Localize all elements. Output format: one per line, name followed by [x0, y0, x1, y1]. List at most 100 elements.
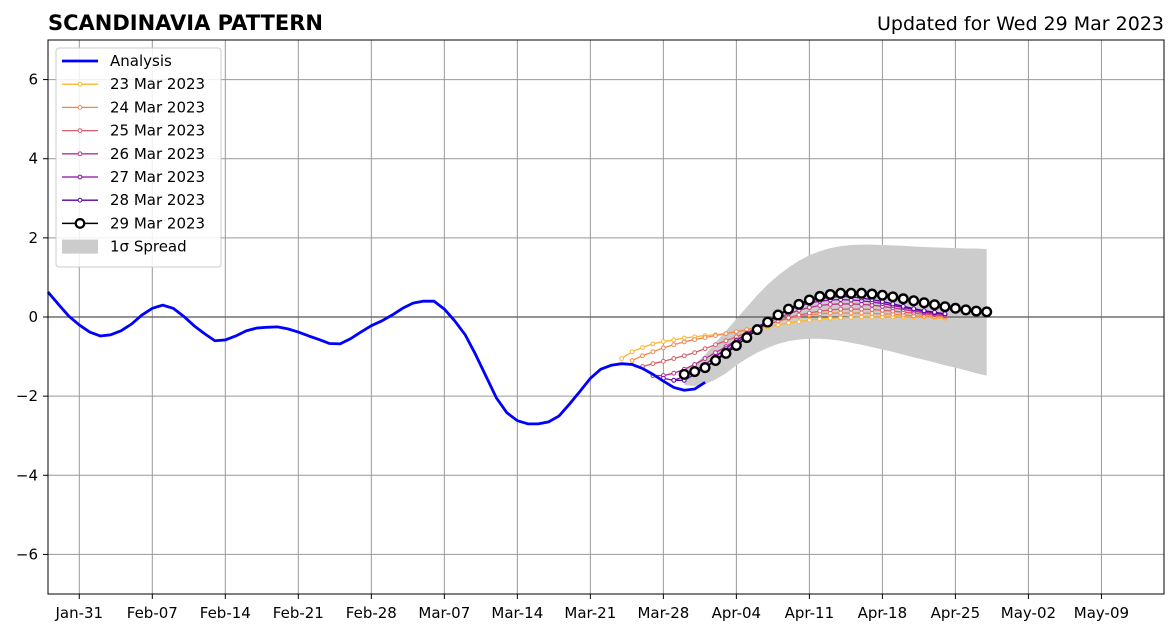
chart-title: SCANDINAVIA PATTERN	[48, 11, 323, 35]
forecast-point	[806, 317, 812, 323]
forecast-point	[806, 305, 812, 310]
current-forecast-point	[699, 362, 711, 374]
forecast-point	[827, 307, 833, 313]
legend-label: Analysis	[110, 52, 172, 70]
legend-box	[55, 47, 222, 268]
legend-label: 25 Mar 2023	[110, 122, 205, 140]
current-forecast-point	[866, 288, 878, 300]
legend-swatch-spread	[62, 239, 98, 254]
current-forecast-point	[772, 309, 784, 321]
x-tick-label: Mar-28	[637, 604, 689, 622]
current-forecast-point	[689, 366, 701, 378]
forecast-point	[671, 377, 677, 383]
x-tick-label: Feb-28	[346, 604, 397, 622]
current-forecast-point	[876, 289, 888, 301]
current-forecast-point	[814, 290, 826, 302]
current-forecast-point	[918, 297, 930, 309]
current-forecast-point	[751, 324, 763, 336]
forecast-point	[713, 333, 718, 338]
forecast-point	[786, 315, 791, 321]
current-forecast-point	[835, 287, 847, 299]
x-tick-label: Apr-25	[931, 604, 981, 622]
current-forecast-point	[783, 303, 795, 315]
x-tick-label: Feb-21	[273, 604, 324, 622]
current-forecast-point	[720, 347, 732, 359]
forecast-point	[702, 356, 708, 361]
x-tick-label: Mar-07	[418, 604, 470, 622]
y-tick-label: −2	[16, 387, 38, 405]
y-axis: 6 4 2 0 −2 −4 −6	[16, 71, 48, 563]
forecast-point	[859, 314, 864, 320]
legend-label: 26 Mar 2023	[110, 145, 205, 163]
forecast-point	[921, 308, 927, 314]
forecast-point	[900, 303, 906, 309]
forecast-point	[879, 307, 885, 313]
forecast-point	[859, 310, 864, 316]
forecast-point	[702, 346, 708, 352]
legend-swatch-marker	[77, 81, 83, 87]
legend: Analysis 23 Mar 2023 24 Mar 2023 25 Mar 202…	[55, 47, 222, 268]
forecast-point	[713, 342, 718, 348]
forecast-point	[869, 307, 875, 312]
forecast-point	[681, 353, 687, 359]
forecast-point	[650, 361, 656, 367]
forecast-point	[817, 308, 823, 314]
legend-swatch-marker	[77, 105, 83, 110]
forecast-point	[671, 342, 677, 348]
current-forecast-point	[824, 288, 836, 300]
forecast-point	[932, 309, 937, 315]
forecast-point	[650, 349, 656, 355]
current-forecast-point	[710, 355, 722, 367]
legend-label: 28 Mar 2023	[110, 191, 205, 209]
forecast-point	[629, 349, 635, 355]
forecast-point	[681, 335, 687, 341]
forecast-point	[692, 362, 698, 367]
spread-area	[684, 244, 987, 387]
current-forecast-point	[929, 299, 941, 311]
current-forecast-point	[981, 306, 993, 318]
forecast-point	[890, 301, 896, 307]
current-forecast-point	[887, 291, 899, 303]
forecast-point	[733, 329, 739, 335]
plot-area	[46, 39, 1165, 595]
forecast-point	[848, 310, 854, 316]
x-tick-label: Feb-07	[127, 604, 178, 622]
forecast-point	[775, 322, 781, 328]
forecast-point	[713, 350, 718, 356]
current-forecast-point	[960, 304, 972, 316]
forecast-point	[619, 356, 625, 361]
x-axis: Jan-31 Feb-07 Feb-14 Feb-21 Feb-28 Mar-07 Mar-…	[54, 594, 1129, 622]
forecast-point	[671, 370, 677, 376]
legend-label: 24 Mar 2023	[110, 98, 205, 116]
current-forecast-point	[678, 368, 690, 380]
y-tick-label: 4	[28, 150, 38, 168]
legend-swatch-marker	[77, 128, 83, 134]
forecast-point	[629, 358, 635, 363]
chart-subtitle: Updated for Wed 29 Mar 2023	[877, 13, 1164, 35]
spread-band	[684, 244, 987, 387]
legend-swatch-marker	[77, 174, 83, 180]
forecast-point	[817, 303, 823, 308]
current-forecast-group	[678, 287, 993, 380]
current-forecast-point	[908, 295, 920, 307]
forecast-point	[660, 339, 666, 344]
forecast-point	[838, 315, 844, 321]
y-tick-label: 2	[28, 229, 38, 247]
legend-label: 29 Mar 2023	[110, 214, 205, 232]
forecast-point	[838, 306, 844, 312]
forecast-point	[640, 353, 645, 359]
forecast-point	[848, 306, 854, 312]
x-tick-label: May-02	[1001, 604, 1056, 622]
x-tick-label: Mar-14	[491, 604, 543, 622]
current-forecast-point	[939, 301, 951, 313]
x-tick-label: Jan-31	[54, 604, 103, 622]
forecast-point	[838, 310, 844, 316]
forecast-point	[911, 306, 917, 312]
legend-label: 1σ Spread	[110, 238, 187, 256]
forecast-point	[692, 337, 698, 342]
forecast-point	[723, 331, 729, 337]
current-forecast-point	[949, 302, 961, 314]
forecast-point	[942, 311, 948, 317]
x-tick-label: Feb-14	[200, 604, 251, 622]
